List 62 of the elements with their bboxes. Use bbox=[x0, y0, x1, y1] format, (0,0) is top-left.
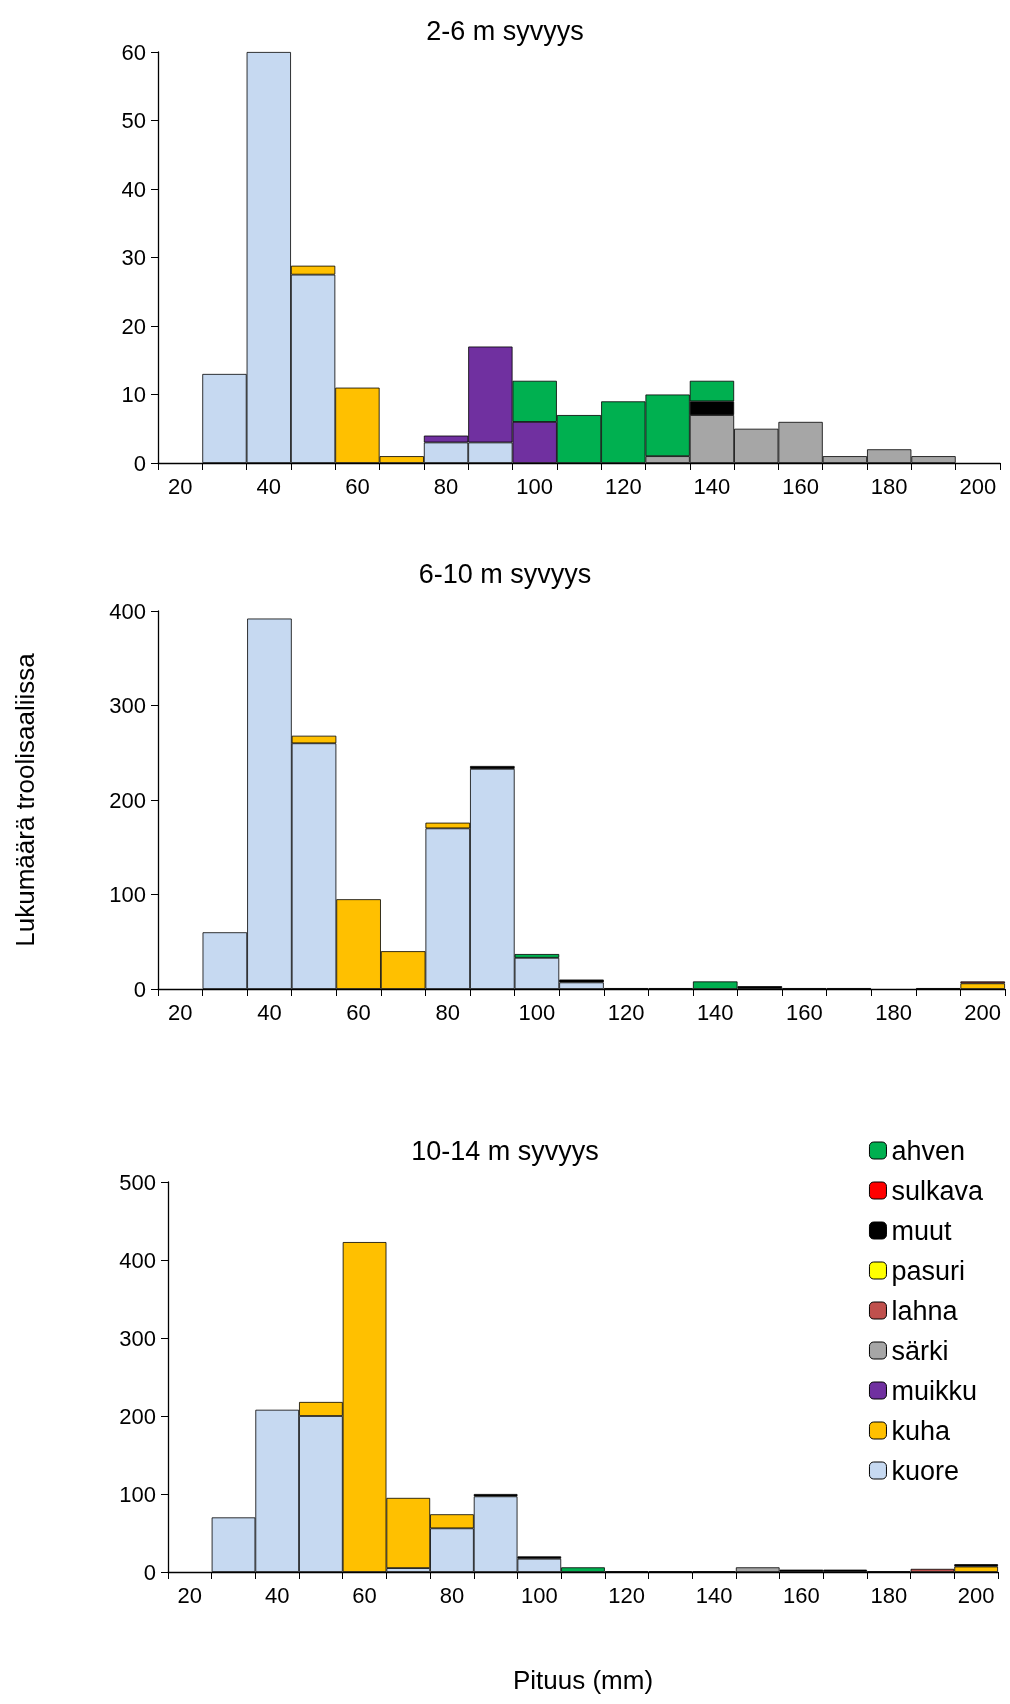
x-tick-label: 200 bbox=[957, 1582, 995, 1608]
y-tick-label: 400 bbox=[119, 1247, 156, 1273]
x-tick-label: 60 bbox=[345, 473, 370, 499]
chart-title: 2-6 m syvyys bbox=[426, 15, 584, 46]
x-tick-label: 100 bbox=[520, 1582, 558, 1608]
x-tick-label: 40 bbox=[264, 1582, 290, 1608]
y-tick-label: 40 bbox=[121, 176, 146, 202]
y-tick-label: 300 bbox=[109, 693, 146, 718]
x-tick-label: 180 bbox=[870, 1582, 908, 1608]
x-tick-label: 140 bbox=[696, 999, 734, 1025]
x-tick-label: 120 bbox=[608, 1582, 646, 1608]
x-tick-label: 160 bbox=[782, 473, 819, 499]
y-tick-label: 30 bbox=[121, 245, 146, 270]
x-tick-label: 120 bbox=[604, 473, 642, 499]
y-tick-label: 0 bbox=[133, 450, 146, 476]
y-tick-label: 0 bbox=[133, 976, 146, 1002]
legend-label: muut bbox=[891, 1215, 952, 1246]
x-tick-label: 120 bbox=[607, 999, 645, 1025]
y-tick-label: 200 bbox=[109, 787, 146, 813]
y-tick-label: 500 bbox=[119, 1169, 156, 1195]
x-tick-label: 60 bbox=[346, 999, 371, 1025]
legend-label: ahven bbox=[891, 1135, 966, 1166]
x-tick-label: 20 bbox=[168, 999, 193, 1025]
x-tick-label: 140 bbox=[695, 1582, 733, 1608]
y-tick-label: 200 bbox=[119, 1403, 156, 1429]
legend-label: kuore bbox=[891, 1455, 959, 1486]
x-tick-label: 200 bbox=[964, 999, 1002, 1025]
y-tick-label: 100 bbox=[109, 882, 146, 907]
y-tick-label: 0 bbox=[143, 1559, 156, 1585]
legend-label: sulkava bbox=[891, 1175, 984, 1206]
x-tick-label: 140 bbox=[693, 473, 731, 499]
x-axis-title: Pituus (mm) bbox=[512, 1665, 654, 1695]
legend-label: kuha bbox=[891, 1415, 951, 1446]
x-tick-label: 200 bbox=[959, 473, 997, 499]
y-tick-label: 20 bbox=[121, 313, 146, 339]
y-tick-label: 400 bbox=[109, 598, 146, 624]
x-tick-label: 180 bbox=[875, 999, 912, 1025]
x-tick-label: 180 bbox=[870, 473, 908, 499]
y-tick-label: 60 bbox=[121, 39, 146, 65]
x-tick-label: 80 bbox=[439, 1582, 465, 1608]
y-axis-title: Lukumäärä troolisaaliissa bbox=[10, 652, 40, 947]
legend-label: lahna bbox=[891, 1295, 959, 1326]
y-tick-label: 100 bbox=[119, 1481, 156, 1507]
legend-label: särki bbox=[891, 1335, 949, 1366]
x-tick-label: 60 bbox=[352, 1582, 377, 1608]
legend-label: pasuri bbox=[891, 1255, 965, 1286]
y-tick-label: 10 bbox=[121, 382, 146, 407]
x-tick-label: 160 bbox=[783, 1582, 820, 1608]
chart-title: 6-10 m syvyys bbox=[418, 558, 592, 589]
x-tick-label: 80 bbox=[433, 473, 459, 499]
x-tick-label: 20 bbox=[167, 473, 193, 499]
x-tick-label: 100 bbox=[516, 473, 554, 499]
x-tick-label: 100 bbox=[518, 999, 556, 1025]
x-tick-label: 20 bbox=[177, 1582, 203, 1608]
x-tick-label: 40 bbox=[256, 473, 282, 499]
x-tick-label: 80 bbox=[435, 999, 461, 1025]
legend-label: muikku bbox=[891, 1375, 977, 1406]
x-tick-label: 40 bbox=[257, 999, 282, 1025]
y-tick-label: 50 bbox=[121, 108, 146, 133]
y-tick-label: 300 bbox=[119, 1325, 156, 1351]
chart-title: 10-14 m syvyys bbox=[411, 1135, 599, 1166]
x-tick-label: 160 bbox=[786, 999, 823, 1025]
